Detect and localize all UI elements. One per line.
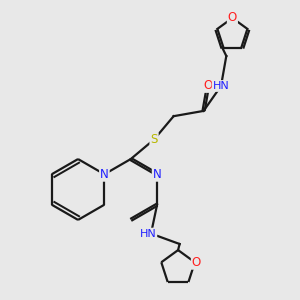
Text: O: O [228, 11, 237, 25]
Text: HN: HN [213, 81, 230, 91]
Text: N: N [153, 168, 161, 181]
Text: O: O [192, 256, 201, 269]
Text: N: N [100, 168, 109, 181]
Text: HN: HN [140, 229, 156, 238]
Text: S: S [150, 133, 158, 146]
Text: O: O [203, 79, 213, 92]
